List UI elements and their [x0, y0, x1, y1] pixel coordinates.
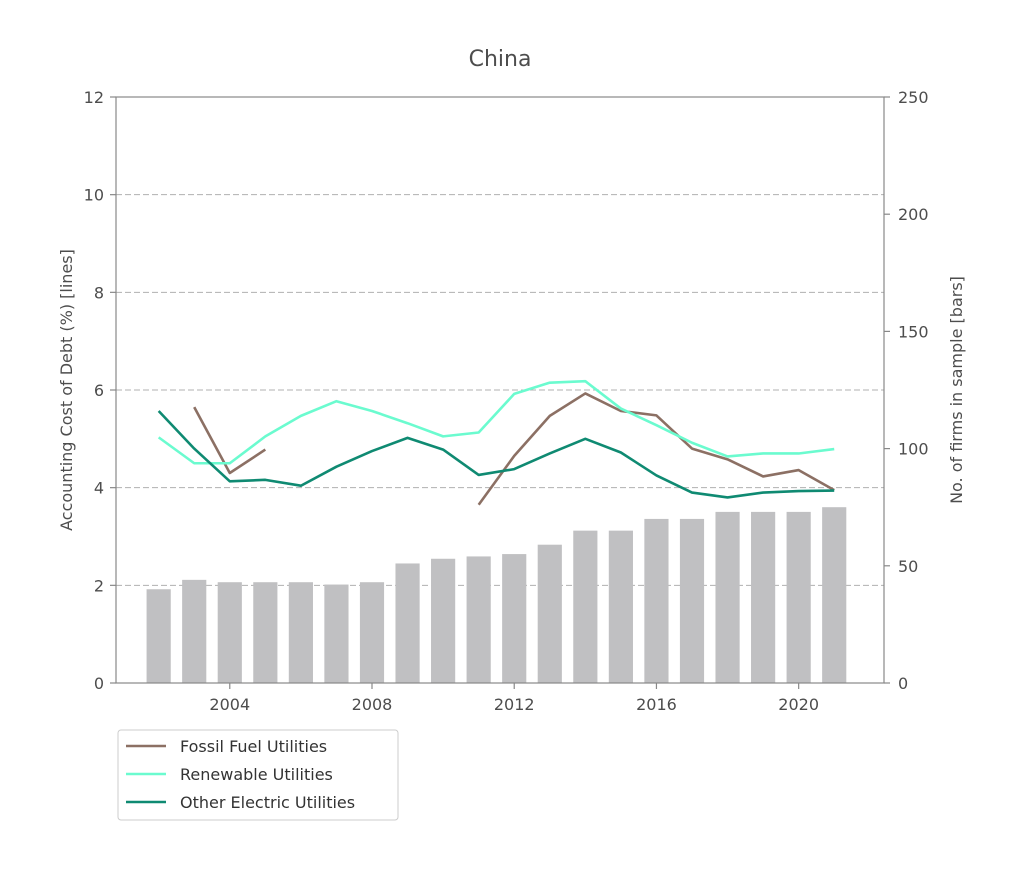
left-tick-label: 2 — [94, 576, 104, 595]
bar — [537, 544, 562, 683]
series-line — [193, 406, 267, 475]
bar — [146, 589, 171, 683]
series-line — [477, 392, 835, 506]
x-tick-label: 2016 — [636, 695, 677, 714]
left-tick-label: 12 — [84, 88, 104, 107]
x-axis: 2004 2008 2012 2016 2020 — [209, 683, 819, 714]
x-tick-label: 2004 — [209, 695, 250, 714]
legend-frame — [117, 729, 399, 821]
right-tick-label: 0 — [898, 674, 908, 693]
bar — [751, 511, 776, 683]
right-tick-label: 250 — [898, 88, 929, 107]
series-line — [157, 379, 835, 465]
bar — [715, 511, 740, 683]
left-tick-label: 10 — [84, 186, 104, 205]
bar — [822, 507, 847, 683]
bar — [217, 582, 242, 683]
bar — [288, 582, 313, 683]
right-tick-label: 200 — [898, 205, 929, 224]
x-tick-label: 2020 — [778, 695, 819, 714]
bar — [502, 554, 527, 683]
left-tick-label: 6 — [94, 381, 104, 400]
left-tick-label: 8 — [94, 283, 104, 302]
bar — [182, 579, 207, 683]
right-y-axis: 0 50 100 150 200 250 — [884, 88, 929, 693]
bar — [359, 582, 385, 683]
series-line — [157, 410, 835, 499]
bar — [395, 563, 420, 683]
bar — [608, 530, 633, 683]
right-tick-label: 100 — [898, 440, 929, 459]
left-y-axis-label: Accounting Cost of Debt (%) [lines] — [57, 249, 76, 531]
bar — [679, 518, 705, 683]
bar — [786, 511, 811, 683]
bar — [466, 556, 491, 683]
x-tick-label: 2012 — [494, 695, 535, 714]
legend-label: Fossil Fuel Utilities — [180, 737, 327, 756]
bar — [644, 518, 669, 683]
bar-series — [146, 507, 847, 683]
x-tick-label: 2008 — [352, 695, 393, 714]
left-y-axis: 0 2 4 6 8 10 12 — [84, 88, 116, 693]
right-y-axis-label: No. of firms in sample [bars] — [947, 276, 966, 504]
bar — [431, 558, 456, 683]
line-series — [157, 379, 835, 506]
chart-title: China — [469, 47, 532, 72]
bar — [573, 530, 598, 683]
right-tick-label: 50 — [898, 557, 918, 576]
left-tick-label: 0 — [94, 674, 104, 693]
legend-label: Other Electric Utilities — [180, 793, 355, 812]
bar — [253, 582, 278, 683]
legend-label: Renewable Utilities — [180, 765, 333, 784]
right-tick-label: 150 — [898, 322, 929, 341]
left-tick-label: 4 — [94, 479, 104, 498]
bar — [324, 584, 349, 683]
legend: Fossil Fuel Utilities Renewable Utilities… — [117, 729, 399, 821]
